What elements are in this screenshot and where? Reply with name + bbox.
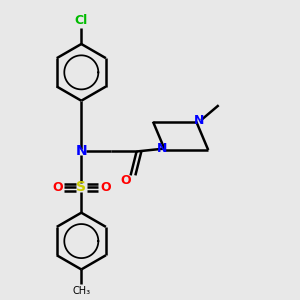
Text: N: N	[76, 145, 87, 158]
Text: O: O	[52, 181, 63, 194]
Text: N: N	[158, 142, 168, 155]
Text: S: S	[76, 180, 86, 194]
Text: CH₃: CH₃	[72, 286, 90, 296]
Text: Cl: Cl	[75, 14, 88, 28]
Text: O: O	[120, 174, 130, 187]
Text: O: O	[100, 181, 110, 194]
Text: N: N	[194, 114, 204, 127]
